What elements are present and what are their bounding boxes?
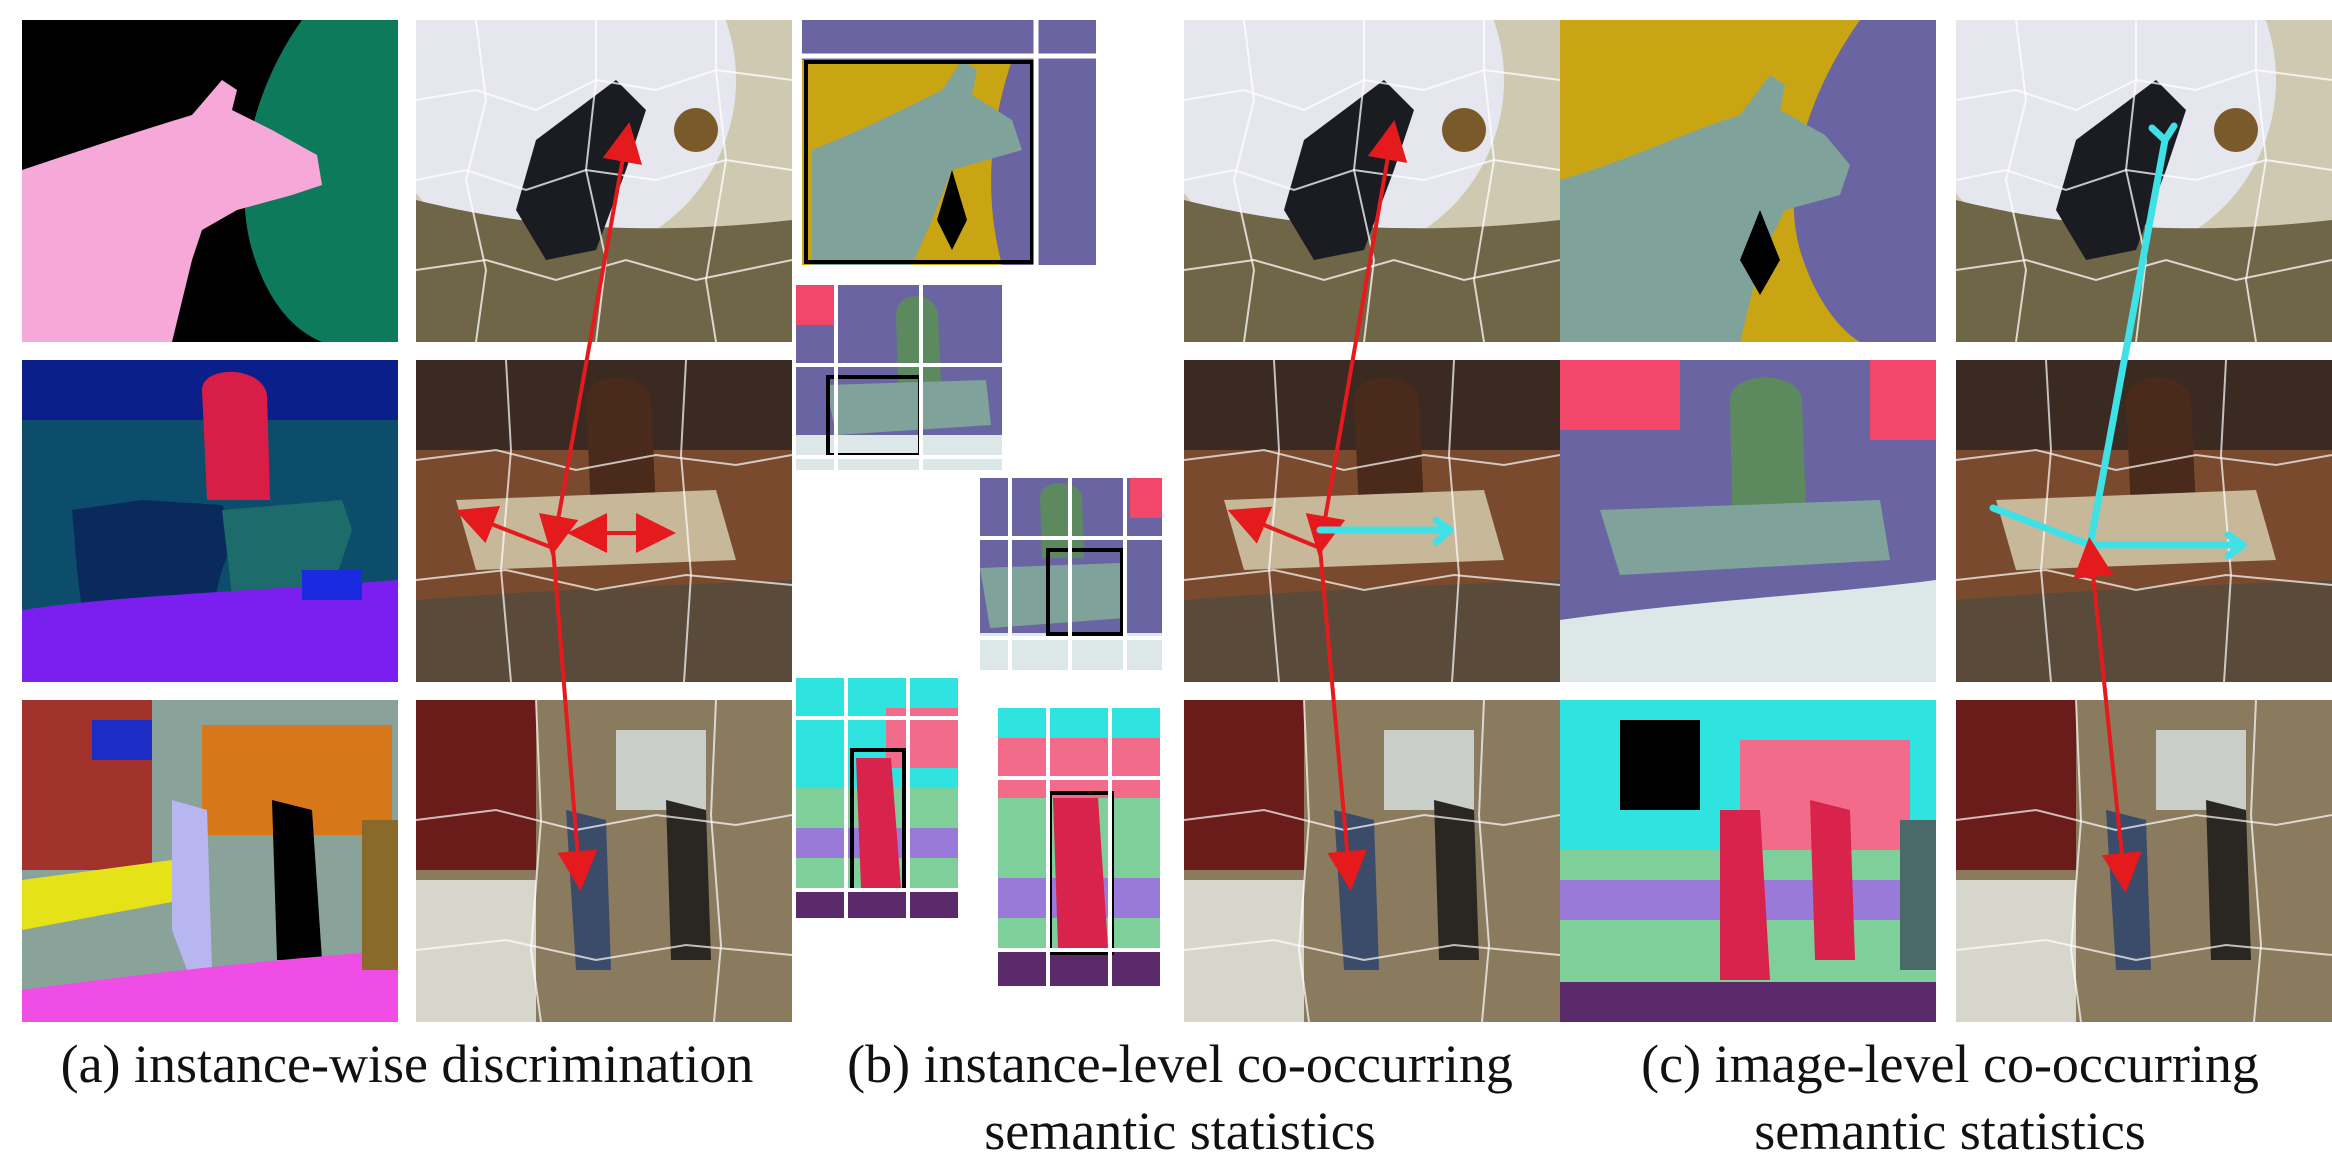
seg-kitchen-c-panel: [1560, 700, 1936, 1022]
caption-a: (a) instance-wise discrimination: [60, 1034, 754, 1094]
crop-kitchen-person-left-panel: [796, 678, 958, 918]
photo-kitchen-panel: [416, 700, 792, 1022]
seg-map-kitchen-panel: [22, 700, 398, 1022]
crop-cows-left-panel: [796, 285, 1002, 470]
photo-clock-cow-panel: [416, 20, 792, 342]
seg-cows-street-c-panel: [1560, 360, 1936, 682]
caption-b-line2: semantic statistics: [984, 1101, 1376, 1161]
photo-cows-street-b-panel: [1184, 360, 1560, 682]
photo-clock-cow-c-panel: [1956, 20, 2332, 342]
photo-clock-cow-b-panel: [1184, 20, 1560, 342]
photo-kitchen-b-panel: [1184, 700, 1560, 1022]
crop-cow-panel: [802, 20, 1096, 265]
caption-b-line1: (b) instance-level co-occurring: [847, 1034, 1513, 1094]
caption-c-line1: (c) image-level co-occurring: [1641, 1034, 2259, 1094]
seg-map-cow-panel: [22, 20, 398, 342]
crop-cows-right-panel: [980, 478, 1162, 670]
seg-map-cows-street-panel: [22, 360, 398, 682]
seg-cow-c-panel: [1560, 20, 1936, 342]
photo-kitchen-c-panel: [1956, 700, 2332, 1022]
crop-kitchen-person-right-panel: [998, 708, 1160, 986]
photo-cows-street-c-panel: [1956, 360, 2332, 682]
caption-c-line2: semantic statistics: [1754, 1101, 2146, 1161]
photo-cows-street-panel: [416, 360, 792, 682]
